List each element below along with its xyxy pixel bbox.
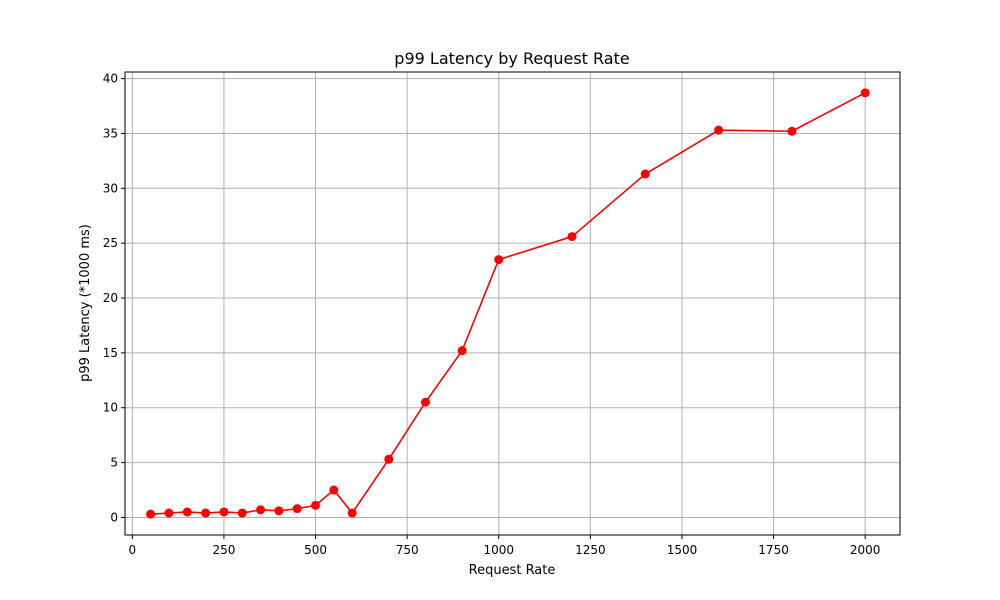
x-tick-label: 500 <box>304 543 327 557</box>
data-point <box>384 454 394 464</box>
data-point <box>787 126 797 136</box>
x-tick-label: 2000 <box>850 543 881 557</box>
data-point <box>567 232 577 242</box>
data-point <box>182 507 192 517</box>
data-point <box>420 397 430 407</box>
data-point <box>714 125 724 135</box>
data-point <box>292 504 302 514</box>
data-point <box>201 508 211 518</box>
y-tick-label: 20 <box>103 291 118 305</box>
y-tick-label: 15 <box>103 346 118 360</box>
chart-title: p99 Latency by Request Rate <box>394 49 629 68</box>
data-point <box>457 346 467 356</box>
y-tick-label: 5 <box>110 456 118 470</box>
y-tick-label: 35 <box>103 126 118 140</box>
data-point <box>274 506 284 516</box>
y-tick-label: 30 <box>103 181 118 195</box>
axis-ticks: 0 250 500 750 1000 1250 1500 1750 2000 0 5 10 15 20 25… <box>103 72 881 557</box>
x-tick-label: 1000 <box>483 543 514 557</box>
data-series <box>146 88 870 519</box>
data-point <box>164 508 174 518</box>
x-tick-label: 250 <box>212 543 235 557</box>
data-point <box>256 505 266 515</box>
data-point <box>494 255 504 265</box>
data-point <box>311 500 321 510</box>
x-tick-label: 1500 <box>667 543 698 557</box>
x-tick-label: 750 <box>396 543 419 557</box>
data-point <box>219 507 229 517</box>
y-tick-label: 0 <box>110 510 118 524</box>
x-tick-label: 1750 <box>758 543 789 557</box>
plot-frame <box>124 71 901 536</box>
data-point <box>329 485 339 495</box>
data-point <box>860 88 870 98</box>
x-tick-label: 1250 <box>575 543 606 557</box>
y-tick-label: 10 <box>103 401 118 415</box>
y-tick-label: 25 <box>103 236 118 250</box>
x-tick-label: 0 <box>129 543 137 557</box>
data-point <box>237 508 247 518</box>
grid-lines <box>125 72 900 535</box>
y-tick-label: 40 <box>103 72 118 86</box>
data-point <box>146 509 156 519</box>
data-point <box>347 508 357 518</box>
y-axis-label: p99 Latency (*1000 ms) <box>78 224 93 382</box>
x-axis-label: Request Rate <box>469 563 556 578</box>
data-point <box>640 169 650 179</box>
